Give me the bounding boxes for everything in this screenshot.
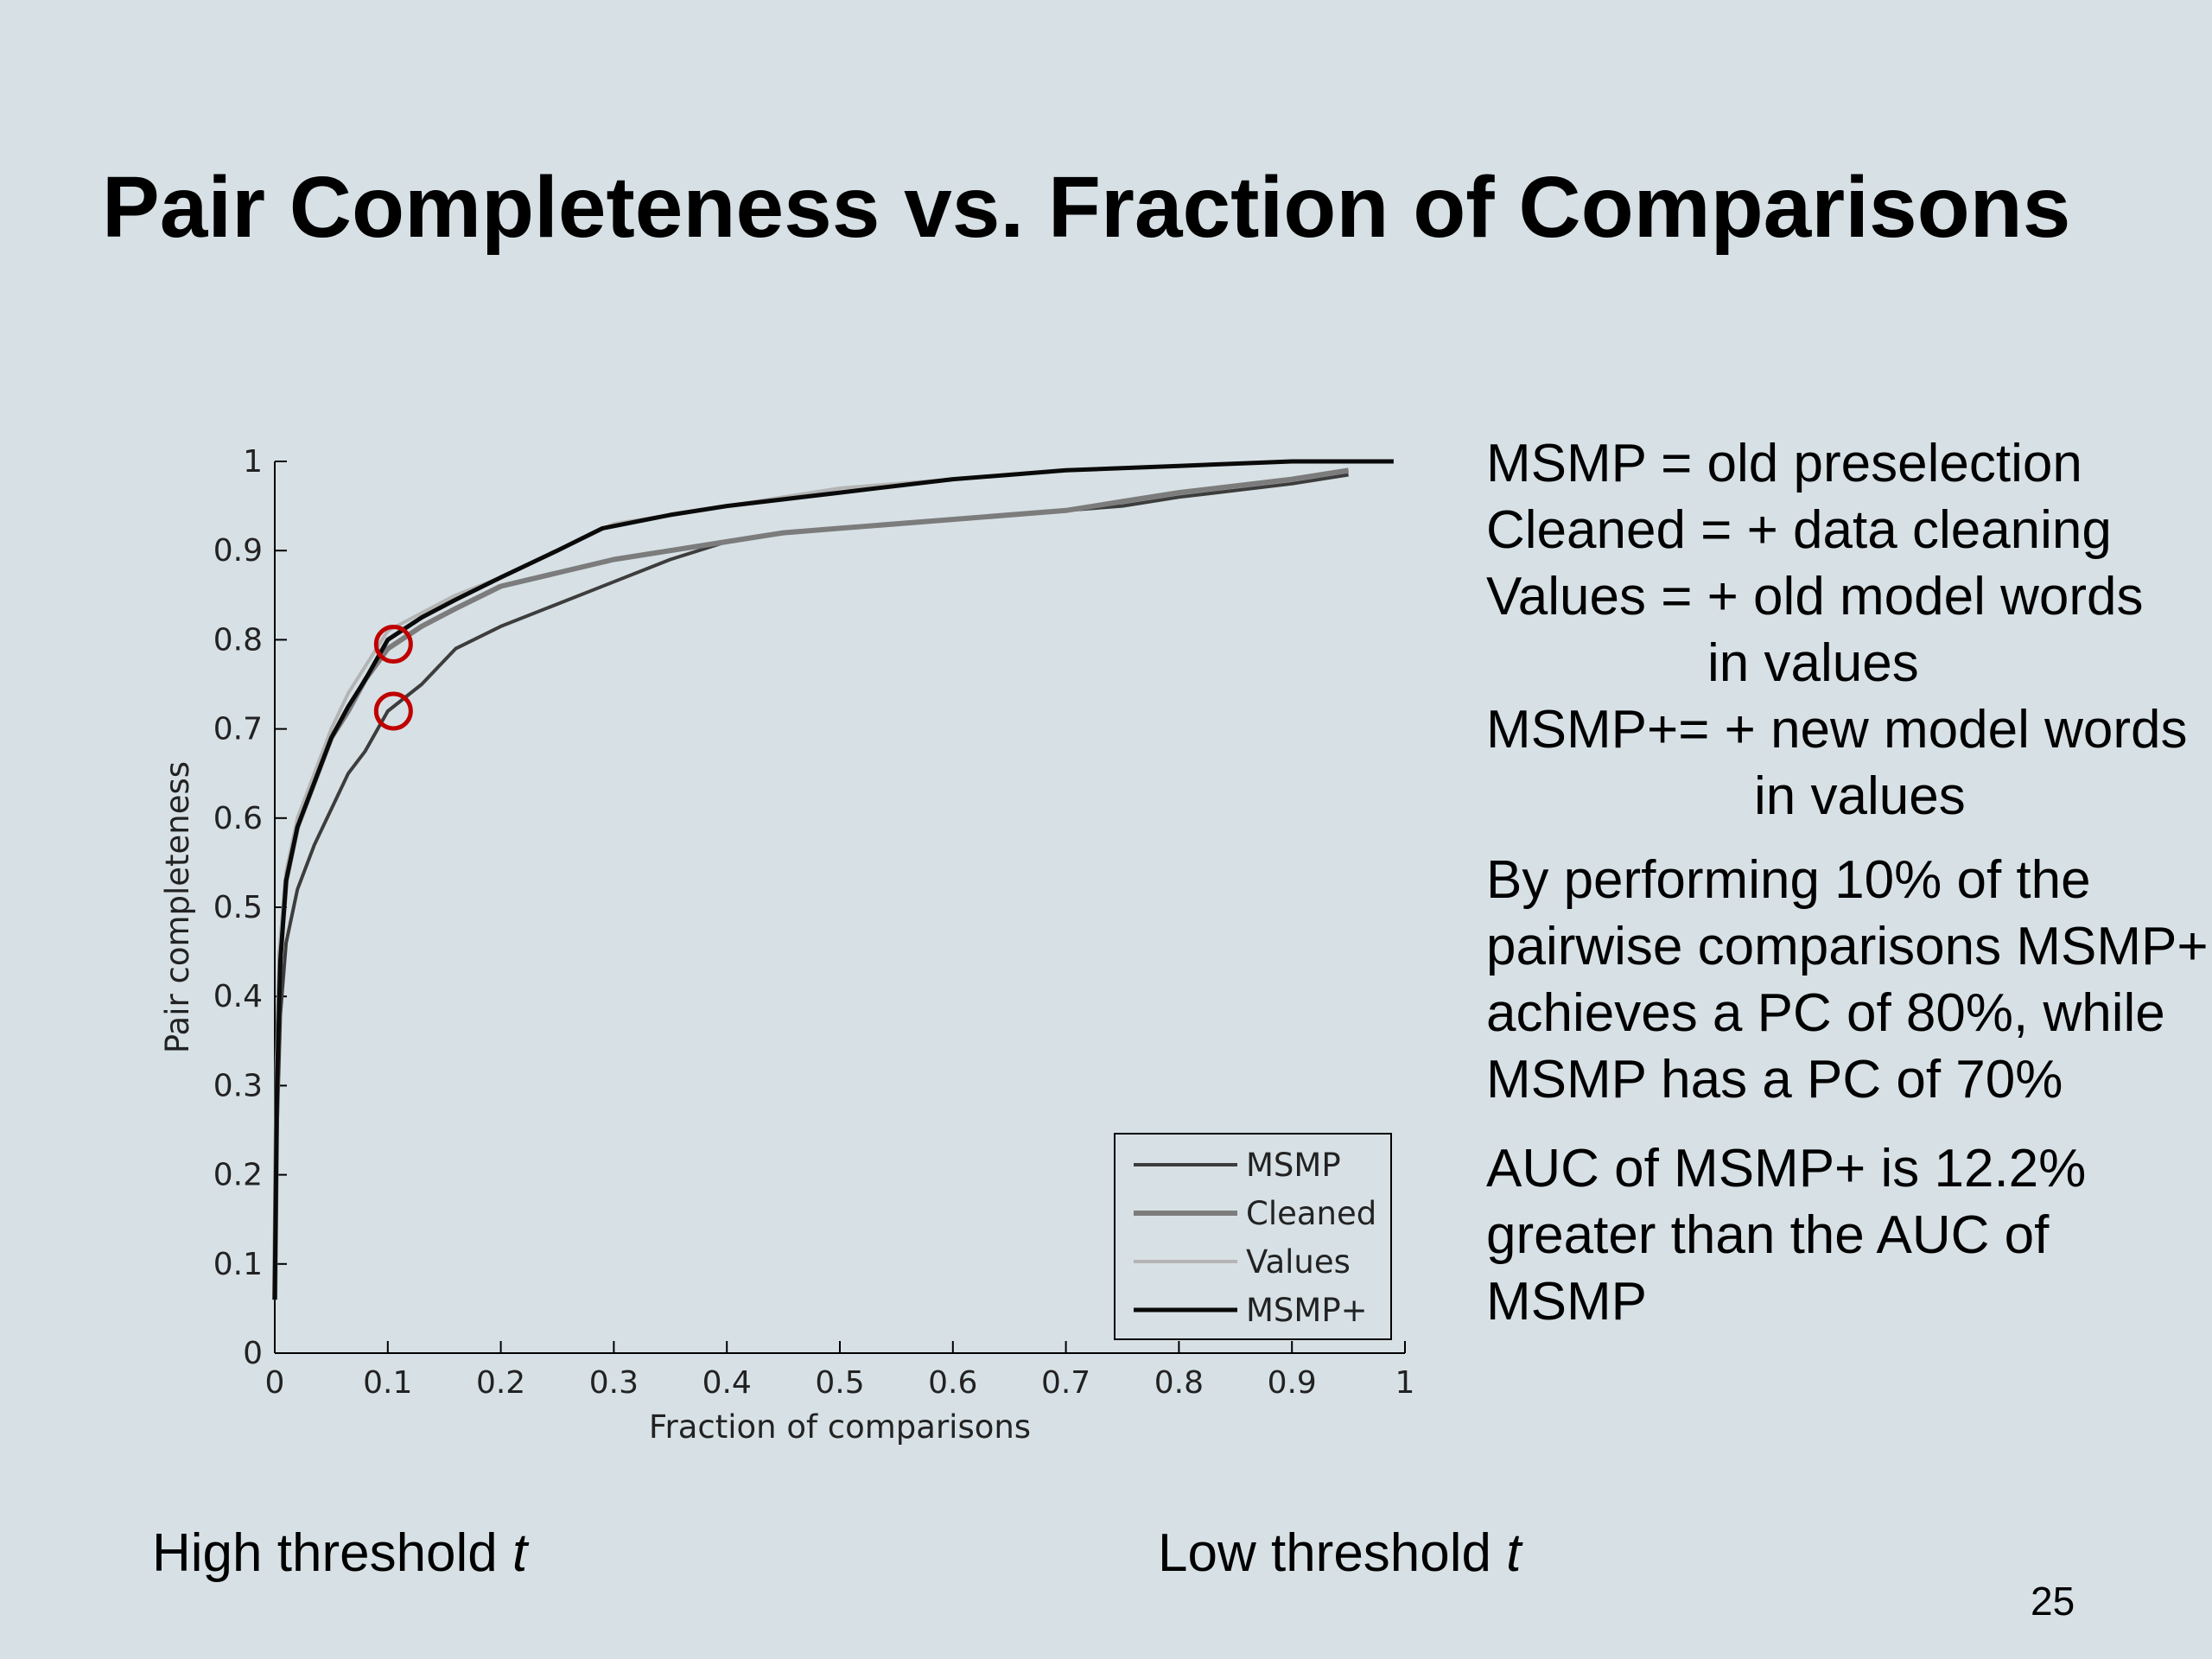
y-axis-label: Pair completeness <box>159 761 196 1053</box>
x-tick-label: 0.9 <box>1268 1365 1317 1401</box>
y-tick-label: 1 <box>243 444 263 480</box>
x-axis-label: Fraction of comparisons <box>649 1408 1031 1446</box>
legend-label: Values <box>1246 1243 1351 1281</box>
definition-line: in values <box>1707 633 1919 693</box>
x-tick-label: 0.7 <box>1041 1365 1090 1401</box>
low-threshold-label: Low threshold t <box>1158 1521 1521 1586</box>
y-tick-label: 0.9 <box>213 533 263 569</box>
y-tick-label: 0.8 <box>213 622 263 658</box>
paragraph-pc-comparison: By performing 10% of the pairwise compar… <box>1486 850 2209 1109</box>
x-tick-label: 0.8 <box>1154 1365 1204 1401</box>
x-tick-label: 0.1 <box>363 1365 412 1401</box>
high-threshold-label: High threshold t <box>152 1521 527 1586</box>
legend-box <box>1114 1133 1392 1340</box>
definition-line: MSMP = old preselection <box>1486 434 2082 493</box>
y-tick-label: 0.3 <box>213 1068 263 1103</box>
legend-label: MSMP+ <box>1246 1292 1368 1329</box>
y-tick-label: 0.2 <box>213 1158 263 1193</box>
y-tick-label: 0.5 <box>213 890 263 925</box>
plot-area: 0 0.1 0.2 0.3 0.4 0.5 0.6 0.7 0.8 0.9 1 0 0.1 0.2 0.3 0… <box>159 444 1414 1446</box>
low-threshold-var: t <box>1506 1523 1522 1583</box>
definition-line: Cleaned = + data cleaning <box>1486 500 2112 560</box>
low-threshold-text: Low threshold <box>1158 1523 1507 1583</box>
x-tick-label: 0 <box>265 1365 285 1401</box>
legend-label: MSMP <box>1246 1147 1341 1184</box>
highlight-circle <box>373 691 413 731</box>
definition-line: MSMP+= + new model words <box>1486 700 2188 760</box>
high-threshold-var: t <box>512 1523 528 1583</box>
definition-line: in values <box>1754 766 1966 826</box>
y-tick-label: 0 <box>243 1336 263 1371</box>
definition-line: Values = + old model words <box>1486 567 2144 626</box>
definitions-list: MSMP = old preselection Cleaned = + data … <box>1486 430 2212 830</box>
series-line-msmp- <box>272 459 1394 1300</box>
y-tick-label: 0.1 <box>213 1247 263 1282</box>
high-threshold-text: High threshold <box>152 1523 513 1583</box>
paragraph-auc: AUC of MSMP+ is 12.2% greater than the A… <box>1486 1139 2087 1332</box>
slide-title: Pair Completeness vs. Fraction of Compar… <box>102 159 2071 256</box>
y-tick-label: 0.7 <box>213 712 263 747</box>
x-tick-label: 0.2 <box>476 1365 525 1401</box>
page-number: 25 <box>2031 1579 2075 1624</box>
y-tick-label: 0.6 <box>213 801 263 836</box>
x-tick-label: 0.4 <box>702 1365 752 1401</box>
x-tick-label: 0.3 <box>589 1365 639 1401</box>
x-tick-label: 0.5 <box>815 1365 864 1401</box>
y-tick-label: 0.4 <box>213 979 263 1014</box>
highlight-circle <box>373 625 413 664</box>
x-tick-label: 0.6 <box>928 1365 977 1401</box>
x-tick-label: 1 <box>1395 1365 1415 1401</box>
legend-label: Cleaned <box>1246 1195 1376 1232</box>
notes-panel: MSMP = old preselection Cleaned = + data … <box>1486 430 2212 1335</box>
